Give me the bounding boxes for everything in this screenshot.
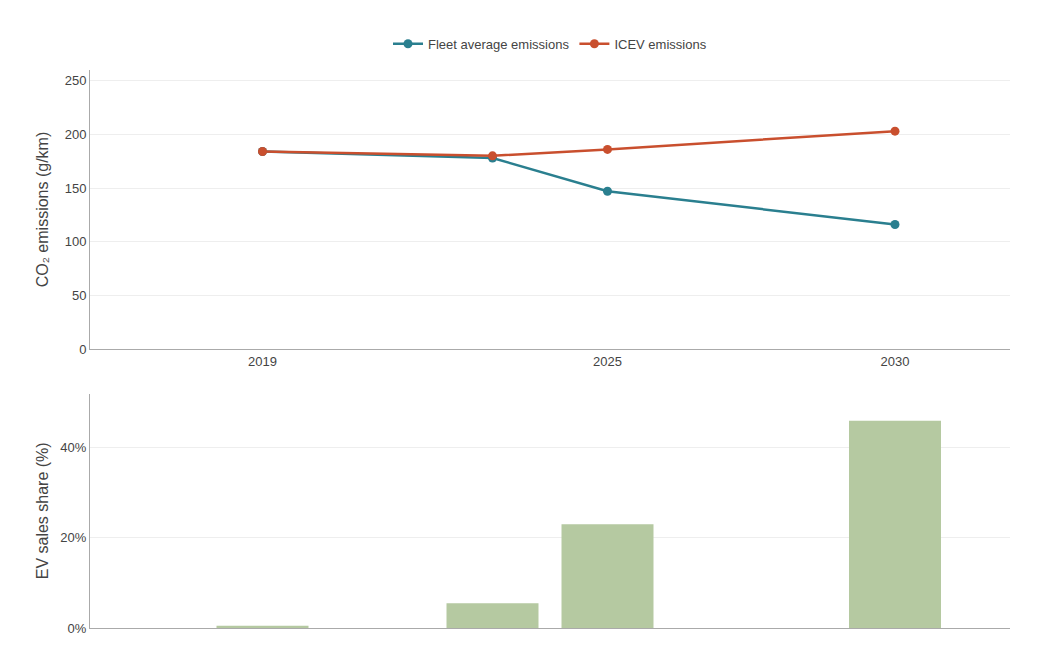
svg-text:0: 0 [79, 342, 86, 357]
svg-text:2030: 2030 [881, 354, 910, 369]
svg-text:250: 250 [65, 73, 87, 88]
svg-text:40%: 40% [60, 440, 86, 455]
svg-text:50: 50 [72, 288, 86, 303]
svg-text:20%: 20% [60, 530, 86, 545]
svg-text:0%: 0% [68, 621, 87, 636]
svg-text:2025: 2025 [593, 354, 622, 369]
svg-text:CO₂ emissions (g/km): CO₂ emissions (g/km) [34, 132, 51, 288]
svg-text:ICEV emissions: ICEV emissions [614, 37, 706, 52]
svg-text:2019: 2019 [248, 354, 277, 369]
svg-text:Fleet average emissions: Fleet average emissions [428, 37, 569, 52]
svg-text:200: 200 [65, 127, 87, 142]
svg-text:100: 100 [65, 234, 87, 249]
svg-text:EV sales share (%): EV sales share (%) [34, 442, 51, 579]
svg-text:150: 150 [65, 181, 87, 196]
